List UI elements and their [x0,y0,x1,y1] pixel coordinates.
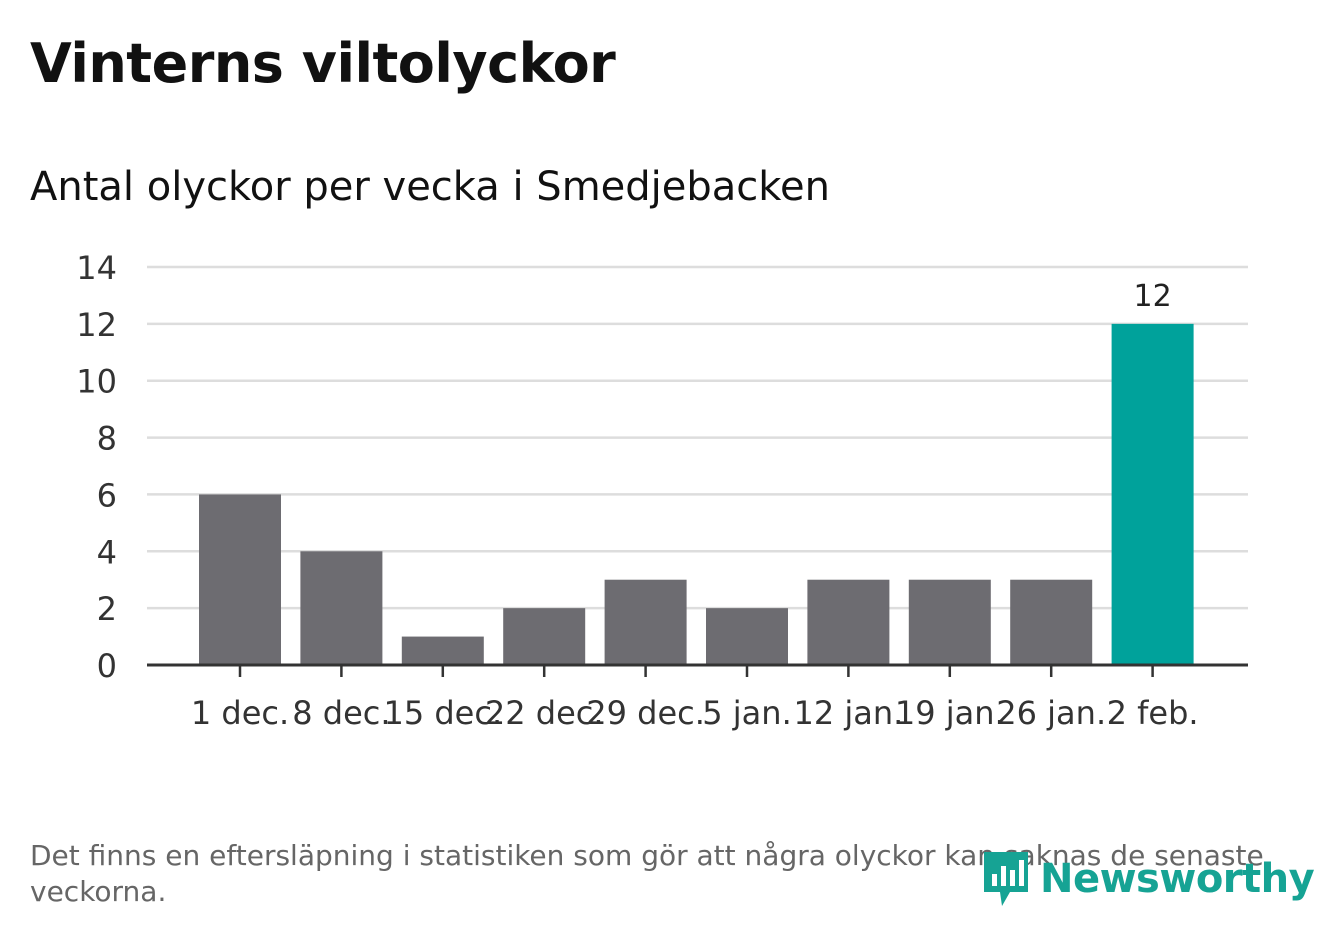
x-tick-label: 5 jan. [702,694,791,732]
chart-title: Vinterns viltolyckor [30,32,616,95]
bars [199,323,1194,665]
bar [1010,579,1093,665]
x-axis: 1 dec. 8 dec.15 dec.22 dec.29 dec.5 jan. 1… [147,663,1248,732]
x-tick-label: 8 dec. [292,694,390,732]
bar [503,608,586,665]
y-tick-label: 0 [97,647,117,685]
newsworthy-logo[interactable]: Newsworthy [980,848,1315,910]
bar [706,608,788,665]
y-tick-label: 8 [97,420,117,458]
bar [199,494,281,665]
data-labels: 12 [1134,279,1172,314]
x-tick-label: 29 dec. [586,694,705,732]
y-tick-label: 14 [76,249,117,287]
bar [401,636,484,665]
x-tick-label: 26 jan. [996,694,1106,732]
chart-subtitle: Antal olyckor per vecka i Smedjebacken [30,164,830,210]
x-tick-label: 22 dec. [485,694,604,732]
newsworthy-chart-bubble-icon [984,852,1028,906]
bar-chart: 0 2 4 6 8 10 12 14 12 1 dec. 8 dec.15 dec.22 dec… [76,249,1248,732]
footnote: Det finns en eftersläpning i statistiken… [30,839,1264,908]
y-tick-label: 4 [97,533,117,571]
x-tick-label: 12 jan. [793,694,903,732]
bar [1111,323,1194,665]
x-tick-label: 15 dec. [383,694,502,732]
bar [807,579,890,665]
x-tick-label: 1 dec. [191,694,289,732]
data-label: 12 [1134,279,1172,314]
y-axis-ticks: 0 2 4 6 8 10 12 14 [76,249,117,685]
y-tick-label: 12 [76,306,117,344]
x-tick-label: 2 feb. [1107,694,1199,732]
y-tick-label: 10 [76,363,117,401]
x-tick-label: 19 jan. [895,694,1005,732]
bar [908,579,991,665]
brand-name: Newsworthy [1040,856,1315,902]
bar [300,551,383,665]
y-tick-label: 2 [97,590,117,628]
y-tick-label: 6 [97,476,117,514]
bar [604,579,687,665]
